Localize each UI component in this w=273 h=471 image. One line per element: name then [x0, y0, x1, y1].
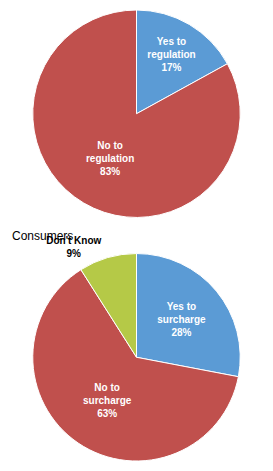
svg-text:No toregulation83%: No toregulation83%: [86, 140, 134, 177]
svg-text:Consumers: Consumers: [12, 229, 73, 243]
svg-text:Don't Know9%: Don't Know9%: [46, 235, 101, 259]
svg-text:Yes toregulation17%: Yes toregulation17%: [147, 36, 195, 73]
svg-text:Yes tosurcharge28%: Yes tosurcharge28%: [157, 301, 206, 338]
svg-text:No tosurcharge63%: No tosurcharge63%: [83, 382, 132, 419]
